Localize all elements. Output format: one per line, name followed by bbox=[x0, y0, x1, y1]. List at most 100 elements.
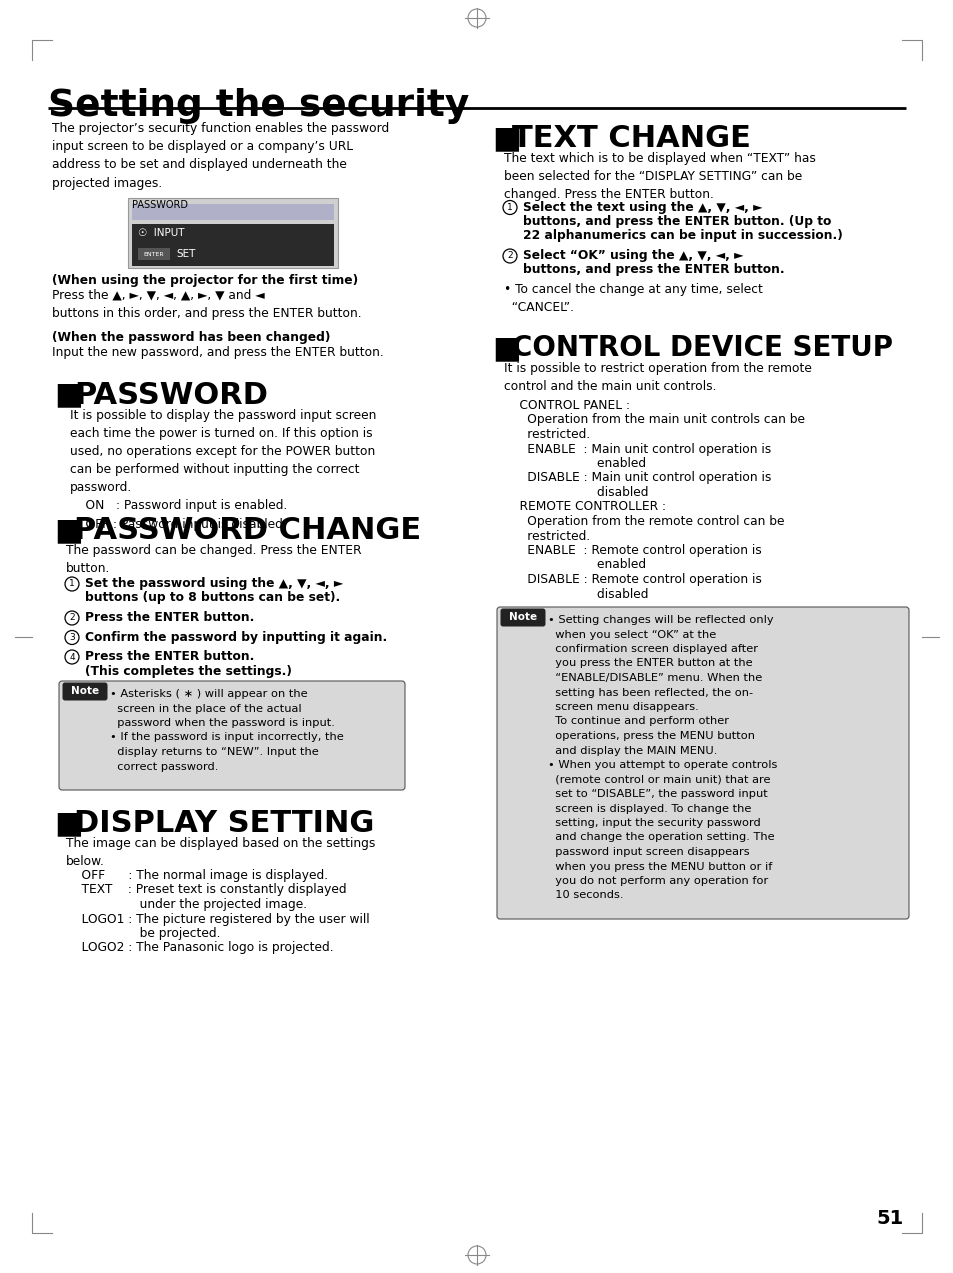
Text: Select the text using the ▲, ▼, ◄, ►: Select the text using the ▲, ▼, ◄, ► bbox=[522, 201, 761, 214]
Text: DISABLE : Remote control operation is: DISABLE : Remote control operation is bbox=[503, 573, 761, 586]
Text: PASSWORD: PASSWORD bbox=[132, 200, 188, 210]
Text: disabled: disabled bbox=[503, 588, 648, 601]
Text: password input screen disappears: password input screen disappears bbox=[547, 847, 749, 857]
Text: display returns to “NEW”. Input the: display returns to “NEW”. Input the bbox=[110, 747, 318, 757]
Text: buttons, and press the ENTER button.: buttons, and press the ENTER button. bbox=[522, 264, 783, 276]
Text: Operation from the main unit controls can be: Operation from the main unit controls ca… bbox=[503, 414, 804, 426]
FancyBboxPatch shape bbox=[63, 682, 108, 700]
Text: • When you attempt to operate controls: • When you attempt to operate controls bbox=[547, 760, 777, 770]
Text: Operation from the remote control can be: Operation from the remote control can be bbox=[503, 516, 783, 528]
Text: 4: 4 bbox=[70, 653, 74, 662]
Text: Press the ENTER button.: Press the ENTER button. bbox=[85, 611, 254, 624]
Text: SET: SET bbox=[175, 250, 195, 258]
Text: enabled: enabled bbox=[503, 457, 645, 470]
Text: PASSWORD CHANGE: PASSWORD CHANGE bbox=[74, 516, 420, 545]
Text: “ENABLE/DISABLE” menu. When the: “ENABLE/DISABLE” menu. When the bbox=[547, 673, 761, 684]
Text: ■: ■ bbox=[492, 123, 520, 153]
Text: restricted.: restricted. bbox=[503, 428, 590, 440]
Text: OFF      : The normal image is displayed.: OFF : The normal image is displayed. bbox=[66, 869, 328, 882]
Text: 2: 2 bbox=[507, 252, 513, 261]
Text: buttons (up to 8 buttons can be set).: buttons (up to 8 buttons can be set). bbox=[85, 592, 340, 605]
Text: LOGO2 : The Panasonic logo is projected.: LOGO2 : The Panasonic logo is projected. bbox=[66, 942, 334, 955]
Text: (remote control or main unit) that are: (remote control or main unit) that are bbox=[547, 774, 770, 784]
Text: PASSWORD: PASSWORD bbox=[74, 381, 268, 410]
FancyBboxPatch shape bbox=[500, 608, 545, 626]
Text: be projected.: be projected. bbox=[66, 927, 220, 939]
Text: when you select “OK” at the: when you select “OK” at the bbox=[547, 630, 716, 639]
Text: Note: Note bbox=[71, 686, 99, 696]
Bar bbox=[138, 248, 170, 260]
Text: TEXT CHANGE: TEXT CHANGE bbox=[512, 123, 750, 153]
Text: 51: 51 bbox=[876, 1208, 903, 1227]
Text: Set the password using the ▲, ▼, ◄, ►: Set the password using the ▲, ▼, ◄, ► bbox=[85, 577, 343, 589]
Text: The image can be displayed based on the settings
below.: The image can be displayed based on the … bbox=[66, 838, 375, 868]
Bar bbox=[132, 224, 334, 266]
Text: password when the password is input.: password when the password is input. bbox=[110, 718, 335, 728]
Text: screen is displayed. To change the: screen is displayed. To change the bbox=[547, 803, 751, 813]
Text: operations, press the MENU button: operations, press the MENU button bbox=[547, 731, 754, 741]
Text: Input the new password, and press the ENTER button.: Input the new password, and press the EN… bbox=[52, 346, 383, 359]
Text: 3: 3 bbox=[69, 633, 74, 642]
Text: CONTROL PANEL :: CONTROL PANEL : bbox=[503, 398, 629, 412]
Text: 22 alphanumerics can be input in succession.): 22 alphanumerics can be input in success… bbox=[522, 229, 841, 242]
Text: DISPLAY SETTING: DISPLAY SETTING bbox=[74, 810, 374, 838]
Text: you do not perform any operation for: you do not perform any operation for bbox=[547, 876, 767, 886]
Bar bbox=[132, 204, 334, 220]
Text: buttons, and press the ENTER button. (Up to: buttons, and press the ENTER button. (Up… bbox=[522, 215, 830, 228]
FancyBboxPatch shape bbox=[497, 607, 908, 919]
Text: when you press the MENU button or if: when you press the MENU button or if bbox=[547, 862, 772, 872]
Text: Note: Note bbox=[508, 612, 537, 622]
Text: 1: 1 bbox=[507, 202, 513, 213]
Text: 2: 2 bbox=[70, 614, 74, 622]
Text: (This completes the settings.): (This completes the settings.) bbox=[85, 665, 292, 677]
Text: ☉  INPUT: ☉ INPUT bbox=[138, 228, 184, 238]
Text: REMOTE CONTROLLER :: REMOTE CONTROLLER : bbox=[503, 500, 665, 513]
Text: disabled: disabled bbox=[503, 486, 648, 499]
Text: • Asterisks ( ∗ ) will appear on the: • Asterisks ( ∗ ) will appear on the bbox=[110, 689, 307, 699]
Text: Confirm the password by inputting it again.: Confirm the password by inputting it aga… bbox=[85, 630, 387, 643]
Text: screen in the place of the actual: screen in the place of the actual bbox=[110, 704, 301, 713]
Text: setting has been reflected, the on-: setting has been reflected, the on- bbox=[547, 687, 752, 698]
Text: correct password.: correct password. bbox=[110, 761, 218, 771]
Text: CONTROL DEVICE SETUP: CONTROL DEVICE SETUP bbox=[512, 334, 892, 362]
Text: The password can be changed. Press the ENTER
button.: The password can be changed. Press the E… bbox=[66, 544, 361, 575]
Text: setting, input the security password: setting, input the security password bbox=[547, 819, 760, 827]
Text: ENABLE  : Remote control operation is: ENABLE : Remote control operation is bbox=[503, 544, 760, 558]
Text: confirmation screen displayed after: confirmation screen displayed after bbox=[547, 644, 758, 654]
Text: (When the password has been changed): (When the password has been changed) bbox=[52, 331, 330, 345]
Text: ■: ■ bbox=[492, 334, 520, 363]
Text: ■: ■ bbox=[54, 381, 83, 410]
Text: ENABLE  : Main unit control operation is: ENABLE : Main unit control operation is bbox=[503, 443, 770, 456]
Text: The text which is to be displayed when “TEXT” has
been selected for the “DISPLAY: The text which is to be displayed when “… bbox=[503, 151, 815, 201]
Text: enabled: enabled bbox=[503, 559, 645, 572]
Text: LOGO1 : The picture registered by the user will: LOGO1 : The picture registered by the us… bbox=[66, 913, 369, 925]
Text: Setting the security: Setting the security bbox=[48, 88, 469, 123]
Text: ENTER: ENTER bbox=[144, 252, 164, 256]
Text: Select “OK” using the ▲, ▼, ◄, ►: Select “OK” using the ▲, ▼, ◄, ► bbox=[522, 250, 742, 262]
Text: ■: ■ bbox=[54, 516, 83, 545]
Text: and change the operation setting. The: and change the operation setting. The bbox=[547, 833, 774, 843]
Bar bbox=[128, 199, 337, 269]
Text: Press the ▲, ►, ▼, ◄, ▲, ►, ▼ and ◄
buttons in this order, and press the ENTER b: Press the ▲, ►, ▼, ◄, ▲, ►, ▼ and ◄ butt… bbox=[52, 289, 361, 320]
Text: It is possible to restrict operation from the remote
control and the main unit c: It is possible to restrict operation fro… bbox=[503, 362, 811, 393]
Text: The projector’s security function enables the password
input screen to be displa: The projector’s security function enable… bbox=[52, 122, 389, 190]
Text: and display the MAIN MENU.: and display the MAIN MENU. bbox=[547, 746, 717, 755]
Text: DISABLE : Main unit control operation is: DISABLE : Main unit control operation is bbox=[503, 471, 771, 485]
Text: 10 seconds.: 10 seconds. bbox=[547, 891, 623, 900]
Text: TEXT    : Preset text is constantly displayed: TEXT : Preset text is constantly display… bbox=[66, 883, 346, 896]
FancyBboxPatch shape bbox=[59, 681, 405, 791]
Text: (When using the projector for the first time): (When using the projector for the first … bbox=[52, 274, 357, 286]
Text: you press the ENTER button at the: you press the ENTER button at the bbox=[547, 658, 752, 668]
Text: under the projected image.: under the projected image. bbox=[66, 897, 307, 911]
Text: • If the password is input incorrectly, the: • If the password is input incorrectly, … bbox=[110, 732, 343, 742]
Text: It is possible to display the password input screen
each time the power is turne: It is possible to display the password i… bbox=[70, 409, 376, 531]
Text: set to “DISABLE”, the password input: set to “DISABLE”, the password input bbox=[547, 789, 767, 799]
Text: To continue and perform other: To continue and perform other bbox=[547, 717, 728, 727]
Text: restricted.: restricted. bbox=[503, 530, 590, 542]
Text: • Setting changes will be reflected only: • Setting changes will be reflected only bbox=[547, 615, 773, 625]
Text: screen menu disappears.: screen menu disappears. bbox=[547, 701, 698, 712]
Text: ■: ■ bbox=[54, 810, 83, 838]
Text: 1: 1 bbox=[69, 579, 74, 588]
Text: Press the ENTER button.: Press the ENTER button. bbox=[85, 651, 254, 663]
Text: • To cancel the change at any time, select
  “CANCEL”.: • To cancel the change at any time, sele… bbox=[503, 283, 762, 314]
